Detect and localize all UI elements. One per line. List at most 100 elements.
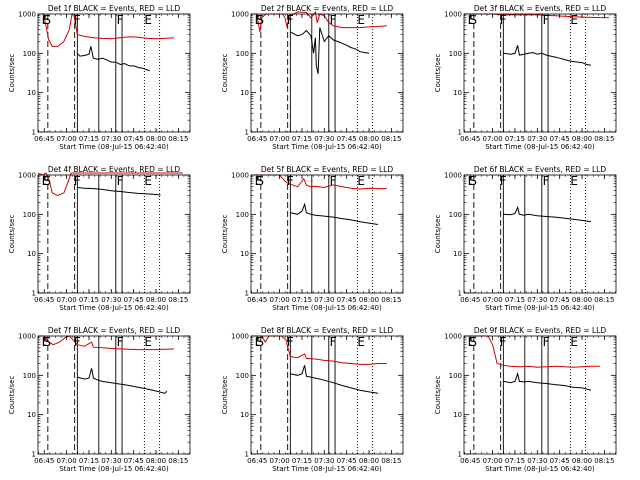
marker-label-e: E: [570, 13, 578, 27]
marker-label-e: E: [144, 335, 152, 349]
marker-label-s: S: [43, 174, 51, 188]
plot-title: Det 7f BLACK = Events, RED = LLD: [48, 326, 181, 335]
plot-frame: [463, 335, 617, 455]
x-tick-label: 07:15: [79, 457, 99, 465]
y-tick-label: 10: [27, 411, 36, 419]
marker-label-e: E: [570, 335, 578, 349]
marker-label-f: F: [117, 335, 124, 349]
y-tick-label: 100: [236, 211, 249, 219]
marker-label-s: S: [256, 174, 264, 188]
y-tick-label: 1: [32, 290, 36, 298]
plot-title: Det 5f BLACK = Events, RED = LLD: [261, 165, 394, 174]
x-tick-label: 07:15: [505, 296, 525, 304]
plot-frame: [37, 13, 191, 133]
y-tick-label: 1: [32, 451, 36, 459]
x-tick-label: 07:30: [101, 457, 121, 465]
marker-label-e: E: [255, 13, 263, 27]
y-axis-label: Counts/sec: [8, 215, 16, 254]
y-axis-label: Counts/sec: [8, 54, 16, 93]
y-tick-label: 100: [449, 372, 462, 380]
series-events: [503, 371, 592, 391]
series-lld: [251, 174, 387, 190]
x-tick-label: 06:45: [34, 135, 54, 143]
x-tick-label: 07:15: [505, 135, 525, 143]
x-tick-label: 08:15: [381, 457, 401, 465]
plot-title: Det 6f BLACK = Events, RED = LLD: [474, 165, 607, 174]
x-tick-label: 07:00: [57, 457, 77, 465]
x-tick-label: 06:45: [247, 135, 267, 143]
x-tick-label: 07:30: [527, 457, 547, 465]
marker-label-e: E: [357, 174, 365, 188]
marker-label-f: F: [287, 174, 294, 188]
marker-label-e: E: [144, 174, 152, 188]
x-tick-label: 08:00: [146, 135, 166, 143]
marker-label-e: E: [357, 335, 365, 349]
x-tick-label: 07:00: [483, 296, 503, 304]
marker-label-e: E: [468, 174, 476, 188]
marker-label-f: F: [500, 174, 507, 188]
x-tick-label: 07:45: [550, 135, 570, 143]
x-tick-label: 08:00: [359, 135, 379, 143]
y-tick-label: 1000: [18, 333, 36, 341]
y-axis-label: Counts/sec: [221, 54, 229, 93]
x-axis-label: Start Time (08-Jul-15 06:42:40): [59, 143, 169, 151]
marker-label-s: S: [43, 335, 51, 349]
x-axis-label: Start Time (08-Jul-15 06:42:40): [272, 143, 382, 151]
plot-title: Det 1f BLACK = Events, RED = LLD: [48, 4, 181, 13]
series-events: [290, 365, 379, 394]
marker-label-f: F: [74, 13, 81, 27]
x-tick-label: 06:45: [34, 457, 54, 465]
marker-label-s: S: [469, 174, 477, 188]
y-tick-label: 10: [240, 411, 249, 419]
x-tick-label: 08:00: [572, 296, 592, 304]
y-tick-label: 1: [245, 129, 249, 137]
x-tick-label: 07:15: [292, 457, 312, 465]
x-tick-label: 07:30: [101, 296, 121, 304]
x-axis-label: Start Time (08-Jul-15 06:42:40): [485, 143, 595, 151]
x-tick-label: 08:15: [168, 296, 188, 304]
x-axis-label: Start Time (08-Jul-15 06:42:40): [59, 304, 169, 312]
x-tick-label: 07:00: [57, 135, 77, 143]
marker-label-f: F: [287, 13, 294, 27]
x-tick-label: 06:45: [247, 457, 267, 465]
marker-label-e: E: [144, 13, 152, 27]
y-tick-label: 100: [23, 372, 36, 380]
series-lld: [38, 13, 174, 47]
marker-label-s: S: [469, 335, 477, 349]
x-tick-label: 08:15: [381, 296, 401, 304]
marker-label-f: F: [500, 335, 507, 349]
y-axis-label: Counts/sec: [8, 376, 16, 415]
marker-label-s: S: [256, 13, 264, 27]
marker-label-e: E: [570, 174, 578, 188]
y-tick-label: 10: [27, 250, 36, 258]
x-tick-label: 07:45: [124, 457, 144, 465]
plot-frame: [37, 335, 191, 455]
y-tick-label: 10: [240, 89, 249, 97]
x-tick-label: 07:30: [314, 296, 334, 304]
x-tick-label: 07:30: [527, 296, 547, 304]
y-tick-label: 10: [453, 411, 462, 419]
y-tick-label: 10: [240, 250, 249, 258]
series-events: [77, 368, 168, 394]
marker-label-e: E: [255, 335, 263, 349]
y-tick-label: 100: [23, 211, 36, 219]
marker-label-f: F: [74, 174, 81, 188]
marker-label-s: S: [43, 13, 51, 27]
x-tick-label: 07:45: [124, 135, 144, 143]
series-lld: [464, 13, 609, 19]
x-tick-label: 06:45: [247, 296, 267, 304]
x-tick-label: 07:00: [270, 296, 290, 304]
x-tick-label: 07:30: [314, 457, 334, 465]
x-tick-label: 07:45: [124, 296, 144, 304]
marker-label-e: E: [468, 335, 476, 349]
marker-label-f: F: [330, 335, 337, 349]
x-tick-label: 07:45: [337, 457, 357, 465]
y-axis-label: Counts/sec: [434, 215, 442, 254]
x-tick-label: 07:00: [270, 457, 290, 465]
y-tick-label: 10: [27, 89, 36, 97]
marker-label-e: E: [255, 174, 263, 188]
series-lld: [251, 335, 387, 365]
x-tick-label: 08:15: [594, 296, 614, 304]
